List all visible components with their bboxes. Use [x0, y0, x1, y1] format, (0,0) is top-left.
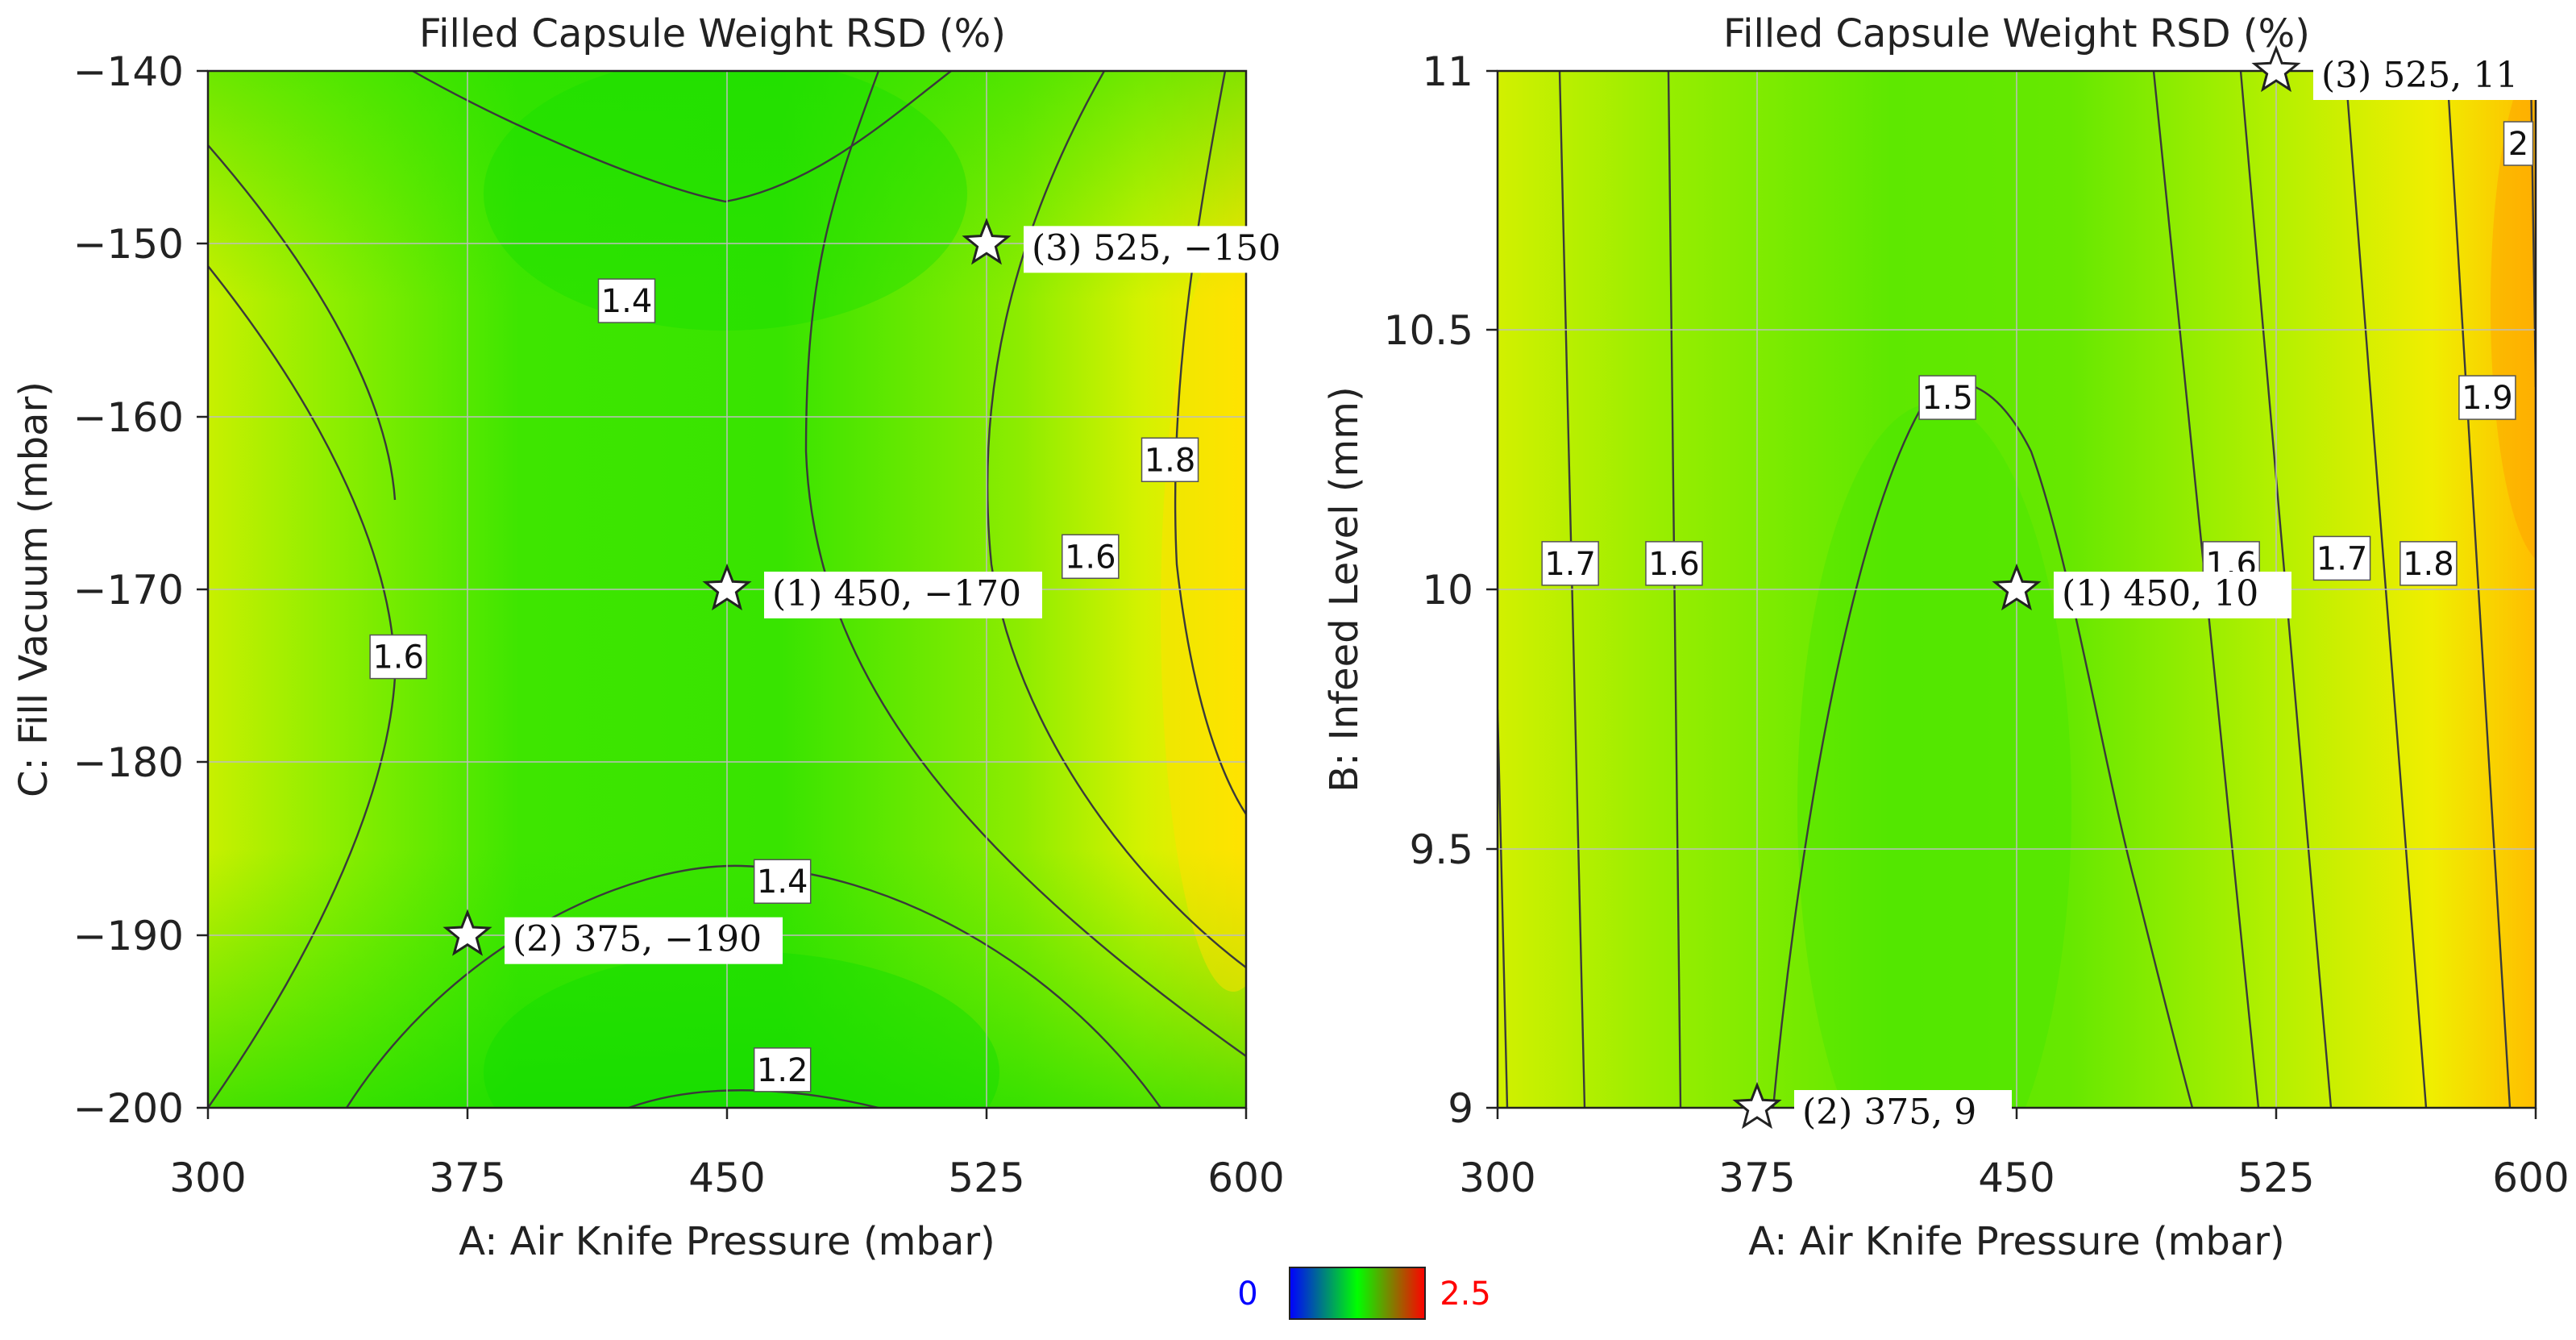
left-title: Filled Capsule Weight RSD (%) [419, 11, 1006, 56]
right-y-tick: 9 [1448, 1085, 1473, 1132]
left-contour-lines [208, 71, 1246, 1108]
contour-label: 2 [2508, 126, 2528, 163]
right-y-tick: 10.5 [1384, 307, 1473, 354]
right-plot: Filled Capsule Weight RSD (%) [1322, 11, 2570, 1264]
contour-label: 1.5 [1922, 380, 1973, 417]
colorbar-min-label: 0 [1237, 1275, 1257, 1313]
right-x-tick: 450 [1978, 1155, 2055, 1201]
left-x-tick: 375 [429, 1155, 505, 1201]
design-point-label-bg [2054, 572, 2291, 618]
contour-label: 1.9 [2462, 380, 2513, 417]
design-point-label: (2) 375, 9 [1802, 1092, 1976, 1133]
contour-label: 1.7 [1544, 546, 1596, 583]
contour-label-box [369, 634, 427, 680]
contour-label: 1.7 [2316, 540, 2368, 577]
design-point-star [962, 218, 1012, 265]
contour-label: 1.8 [2403, 546, 2454, 583]
contour-label-box [753, 1047, 812, 1092]
design-point-label-bg [2313, 53, 2551, 100]
colorbar: 0 2.5 [1237, 1267, 1491, 1320]
right-x-tick: 525 [2237, 1155, 2314, 1201]
right-x-tick: 600 [2492, 1155, 2569, 1201]
design-point-star [702, 563, 752, 611]
design-point-label-bg [505, 917, 783, 964]
right-x-tick: 375 [1718, 1155, 1795, 1201]
left-contour-labels: 1.4 1.4 1.2 1.6 1.6 1.8 [369, 278, 1199, 1092]
contour-label: 1.6 [372, 639, 424, 676]
right-y-tick: 11 [1422, 48, 1473, 95]
contour-label-box [2458, 375, 2516, 420]
right-surface [1498, 71, 2536, 1108]
contour-label-box [597, 278, 656, 323]
left-y-tick: −150 [73, 221, 184, 268]
right-x-axis-label: A: Air Knife Pressure (mbar) [1748, 1219, 2285, 1264]
contour-label-box [1541, 541, 1599, 586]
design-point-label: (1) 450, 10 [2062, 573, 2258, 614]
left-y-axis-label: C: Fill Vacuum (mbar) [11, 381, 56, 797]
left-plot: Filled Capsule Weight RSD (%) [11, 11, 1302, 1264]
contour-label: 1.8 [1145, 442, 1196, 479]
contour-label: 1.4 [757, 864, 808, 901]
design-point-star [442, 909, 492, 956]
design-point-label-bg [1024, 226, 1302, 273]
contour-label-box [2312, 535, 2371, 581]
left-y-tick: −200 [73, 1085, 184, 1132]
right-y-tick: 10 [1422, 567, 1473, 614]
left-y-tick: −180 [73, 739, 184, 786]
left-design-points: (1) 450, −170 (2) 375, −190 (3) 525, −150 [442, 218, 1302, 964]
design-point-label: (1) 450, −170 [772, 573, 1021, 614]
right-title: Filled Capsule Weight RSD (%) [1723, 11, 2310, 56]
contour-label: 1.2 [757, 1052, 808, 1089]
right-y-axis-label: B: Infeed Level (mm) [1322, 386, 1367, 793]
right-design-points: (1) 450, 10 (2) 375, 9 (3) 525, 11 [1732, 44, 2551, 1137]
contour-label-box [1645, 541, 1703, 586]
contour-label-box [753, 859, 812, 904]
colorbar-max-label: 2.5 [1440, 1275, 1491, 1313]
contour-label-box [1062, 534, 1120, 580]
right-y-tick: 9.5 [1409, 826, 1473, 873]
left-y-tick: −140 [73, 48, 184, 95]
contour-label: 1.6 [1065, 539, 1116, 576]
right-contour-labels: 1.7 1.61.51.6 1.7 1.81.92 [1541, 121, 2534, 586]
design-point-star [1732, 1081, 1782, 1130]
design-point-label: (3) 525, −150 [1032, 227, 1281, 268]
left-y-tick: −160 [73, 394, 184, 441]
left-x-tick: 300 [169, 1155, 246, 1201]
design-point-star [1992, 563, 2042, 611]
left-x-tick: 600 [1207, 1155, 1284, 1201]
design-point-label-bg [1794, 1090, 2012, 1137]
design-point-star [2251, 44, 2301, 93]
contour-label: 1.4 [601, 283, 653, 320]
contour-label-box [2399, 541, 2458, 586]
left-y-tick: −170 [73, 567, 184, 614]
design-point-label-bg [764, 572, 1042, 618]
contour-label-box [2503, 121, 2534, 166]
design-point-label: (3) 525, 11 [2321, 55, 2518, 96]
left-x-tick: 525 [948, 1155, 1024, 1201]
contour-label-box [1141, 437, 1199, 482]
left-x-tick: 450 [688, 1155, 765, 1201]
left-ticks [197, 69, 1248, 1119]
left-x-axis-label: A: Air Knife Pressure (mbar) [459, 1219, 995, 1264]
right-x-tick: 300 [1459, 1155, 1535, 1201]
design-point-label: (2) 375, −190 [513, 919, 762, 960]
contour-label: 1.6 [1648, 546, 1700, 583]
colorbar-gradient [1289, 1267, 1426, 1320]
left-y-tick: −190 [73, 913, 184, 959]
contour-label-box [1918, 375, 1976, 420]
